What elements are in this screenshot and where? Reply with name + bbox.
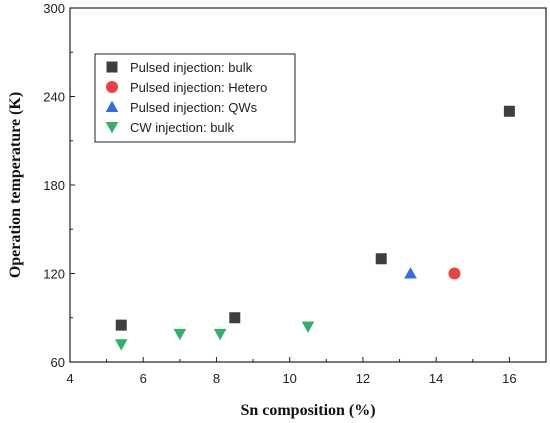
data-point-series-0 <box>503 105 515 117</box>
x-axis-title: Sn composition (%) <box>240 402 375 419</box>
x-tick-label: 16 <box>502 371 516 386</box>
x-tick-label: 12 <box>356 371 370 386</box>
data-point-series-3 <box>173 328 187 341</box>
data-points <box>114 105 515 351</box>
legend-label-2: Pulsed injection: QWs <box>130 100 258 115</box>
data-point-series-3 <box>301 321 315 333</box>
data-point-series-3 <box>114 339 128 351</box>
legend: Pulsed injection: bulk Pulsed injection: … <box>94 53 296 143</box>
x-tick-label: 14 <box>429 371 443 386</box>
legend-marker-1 <box>106 81 118 93</box>
data-point-series-0 <box>115 319 127 331</box>
data-point-series-0 <box>375 253 387 265</box>
legend-marker-2 <box>105 100 119 113</box>
x-tick-label: 4 <box>66 371 73 386</box>
legend-marker-0 <box>106 61 118 73</box>
data-point-series-3 <box>213 328 227 341</box>
x-tick-label: 8 <box>213 371 220 386</box>
x-tick-label: 6 <box>140 371 147 386</box>
legend-label-0: Pulsed injection: bulk <box>130 60 253 75</box>
legend-label-3: CW injection: bulk <box>130 120 235 135</box>
x-axis-ticks: 4 6 8 10 12 14 16 <box>66 357 517 386</box>
data-point-series-0 <box>229 312 241 324</box>
data-point-series-2 <box>404 267 417 279</box>
plot-area-frame <box>69 7 547 363</box>
legend-marker-3 <box>105 121 119 134</box>
y-tick-label: 120 <box>43 267 65 282</box>
y-tick-label: 300 <box>43 1 65 16</box>
y-axis-title: Operation temperature (K) <box>7 92 24 278</box>
y-tick-label: 60 <box>51 355 65 370</box>
y-axis-ticks: 60 120 180 240 300 <box>43 1 75 370</box>
x-tick-label: 10 <box>282 371 296 386</box>
legend-label-1: Pulsed injection: Hetero <box>130 80 267 95</box>
legend-box <box>94 53 296 143</box>
data-point-series-1 <box>448 267 461 280</box>
y-tick-label: 240 <box>43 90 65 105</box>
y-tick-label: 180 <box>43 178 65 193</box>
